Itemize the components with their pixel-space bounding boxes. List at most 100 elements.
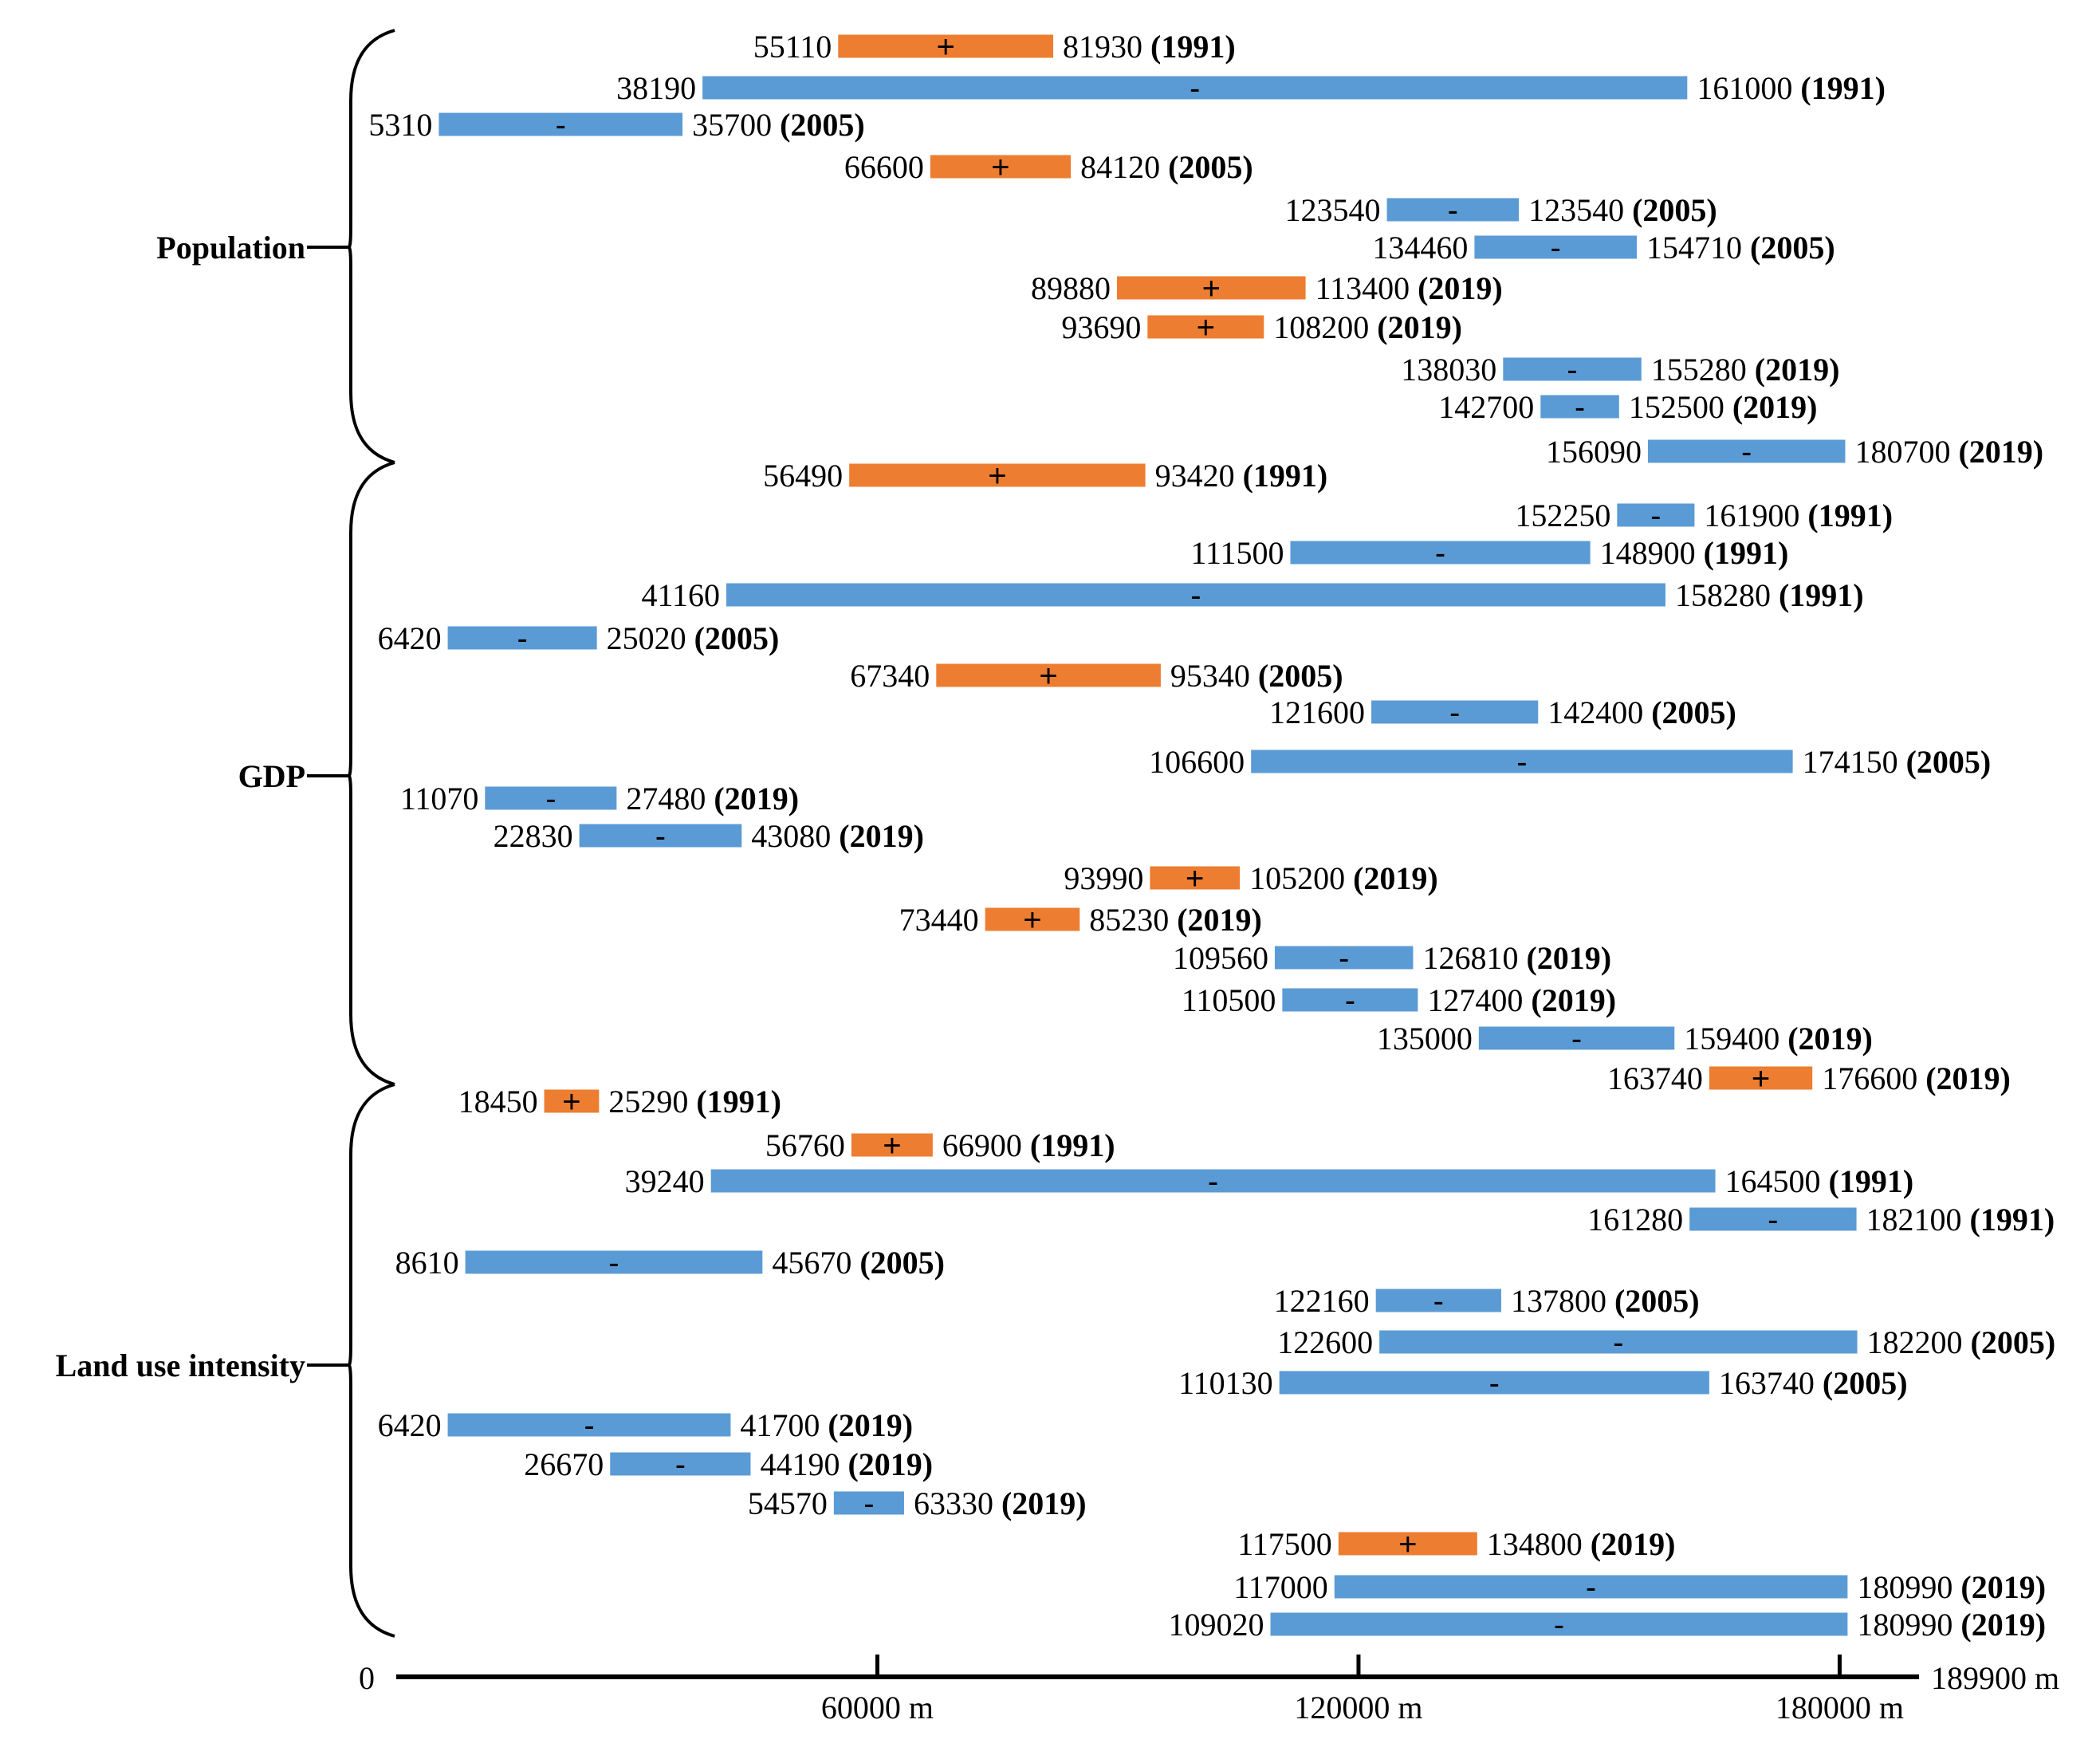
interval-2-8-year: (2019) xyxy=(828,1407,913,1443)
interval-0-7-start-label: 93690 xyxy=(1061,309,1141,345)
interval-0-3-year: (2005) xyxy=(1168,149,1253,185)
interval-0-0-start-label: 55110 xyxy=(753,29,832,65)
interval-0-2-start-label: 5310 xyxy=(368,107,432,143)
interval-2-7-year: (2005) xyxy=(1823,1365,1908,1401)
interval-1-5-sign: + xyxy=(1039,659,1057,694)
interval-2-3-bar xyxy=(1689,1207,1857,1231)
interval-2-9-bar xyxy=(610,1452,751,1476)
interval-1-3-sign: - xyxy=(1190,578,1201,613)
interval-0-8-end-label: 155280 (2019) xyxy=(1651,352,1840,388)
interval-0-1-end-label: 161000 (1991) xyxy=(1697,70,1886,106)
interval-1-10-end-label: 105200 (2019) xyxy=(1249,860,1438,896)
interval-0-10-sign: - xyxy=(1741,435,1752,470)
interval-1-7-bar xyxy=(1251,750,1793,773)
interval-0-6-bar xyxy=(1117,276,1306,300)
x-axis: 0 189900 m 60000 m 120000 m 180000 m xyxy=(359,1655,2059,1725)
interval-1-4-sign: - xyxy=(517,621,527,656)
interval-2-1-year: (1991) xyxy=(1030,1127,1115,1163)
interval-1-6-end-label: 142400 (2005) xyxy=(1547,694,1736,730)
interval-1-3-bar xyxy=(726,583,1665,607)
interval-1-8-bar xyxy=(485,786,617,810)
interval-2-2-end-label: 164500 (1991) xyxy=(1725,1163,1914,1199)
interval-0-2-year: (2005) xyxy=(780,107,865,143)
interval-1-0-start-label: 56490 xyxy=(763,458,843,494)
interval-2-12-end-label: 180990 (2019) xyxy=(1857,1569,2046,1605)
interval-0-0-year: (1991) xyxy=(1150,29,1236,65)
interval-2-2-sign: - xyxy=(1208,1164,1218,1199)
interval-2-0-bar xyxy=(544,1089,600,1113)
interval-2-6-start-label: 122600 xyxy=(1277,1324,1373,1360)
interval-1-7-start-label: 106600 xyxy=(1149,744,1245,780)
interval-1-5-start-label: 67340 xyxy=(850,658,930,694)
interval-0-4-bar xyxy=(1386,198,1520,222)
interval-2-9-sign: - xyxy=(675,1447,686,1482)
interval-1-14-sign: - xyxy=(1571,1021,1582,1057)
interval-2-1-sign: + xyxy=(883,1128,901,1163)
interval-2-5-year: (2005) xyxy=(1614,1283,1700,1319)
interval-2-13-bar xyxy=(1270,1612,1848,1636)
interval-1-12-bar xyxy=(1274,946,1414,970)
interval-1-13-end-label: 127400 (2019) xyxy=(1427,982,1616,1018)
interval-0-9-bar xyxy=(1540,395,1619,419)
interval-0-9-sign: - xyxy=(1575,390,1585,425)
interval-0-1-start-label: 38190 xyxy=(616,70,696,106)
interval-0-2-bar xyxy=(438,112,683,136)
interval-0-4-year: (2005) xyxy=(1632,192,1717,228)
interval-0-6-sign: + xyxy=(1202,271,1221,306)
interval-1-11-sign: + xyxy=(1023,903,1041,938)
interval-2-11-end-label: 134800 (2019) xyxy=(1487,1526,1676,1562)
interval-2-7-sign: - xyxy=(1489,1366,1500,1401)
group-brace-0 xyxy=(347,29,395,464)
interval-1-1-sign: - xyxy=(1650,498,1661,533)
interval-1-3-start-label: 41160 xyxy=(641,577,720,613)
interval-0-5-start-label: 134460 xyxy=(1372,230,1468,266)
interval-1-12-end-label: 126810 (2019) xyxy=(1422,940,1611,976)
x-tick-label-2: 180000 m xyxy=(1776,1690,1904,1725)
interval-0-1-year: (1991) xyxy=(1800,70,1886,106)
interval-0-5-bar xyxy=(1474,235,1638,259)
interval-0-2-sign: - xyxy=(556,108,566,143)
interval-1-14-bar xyxy=(1478,1026,1675,1050)
interval-2-4-start-label: 8610 xyxy=(395,1245,459,1281)
interval-1-15-bar xyxy=(1709,1066,1813,1090)
interval-2-3-year: (1991) xyxy=(1970,1202,2055,1238)
interval-1-12-year: (2019) xyxy=(1526,940,1611,976)
interval-1-0-year: (1991) xyxy=(1243,458,1328,494)
interval-1-2-sign: - xyxy=(1435,536,1445,571)
interval-0-9-year: (2019) xyxy=(1732,389,1818,425)
interval-0-5-sign: - xyxy=(1551,230,1561,266)
interval-1-15-end-label: 176600 (2019) xyxy=(1822,1060,2011,1096)
interval-1-11-year: (2019) xyxy=(1177,902,1262,938)
interval-1-8-end-label: 27480 (2019) xyxy=(626,781,799,816)
interval-0-0-bar xyxy=(838,34,1054,58)
interval-2-3-sign: - xyxy=(1768,1202,1778,1238)
interval-0-0-end-label: 81930 (1991) xyxy=(1063,29,1236,65)
interval-2-11-year: (2019) xyxy=(1591,1526,1676,1562)
interval-0-1-sign: - xyxy=(1190,71,1200,106)
interval-1-2-bar xyxy=(1290,541,1591,565)
interval-2-6-sign: - xyxy=(1613,1325,1623,1360)
interval-1-8-year: (2019) xyxy=(714,781,799,816)
interval-1-4-bar xyxy=(447,626,597,650)
interval-2-4-bar xyxy=(465,1250,763,1274)
interval-2-4-year: (2005) xyxy=(859,1245,945,1281)
interval-0-7-sign: + xyxy=(1197,310,1215,345)
interval-2-9-year: (2019) xyxy=(847,1446,933,1482)
group-braces xyxy=(347,29,395,1638)
interval-0-3-end-label: 84120 (2005) xyxy=(1080,149,1253,185)
interval-1-7-end-label: 174150 (2005) xyxy=(1803,744,1992,780)
group-label-1: GDP xyxy=(238,758,305,794)
interval-0-3-bar xyxy=(930,155,1072,179)
interval-2-8-bar xyxy=(447,1413,731,1437)
interval-0-0-sign: + xyxy=(936,30,954,65)
interval-0-6-start-label: 89880 xyxy=(1031,270,1111,306)
interval-2-10-bar xyxy=(833,1491,904,1515)
interval-1-10-start-label: 93990 xyxy=(1064,860,1143,896)
interval-1-5-bar xyxy=(936,663,1161,687)
interval-1-12-sign: - xyxy=(1339,941,1349,976)
interval-1-0-end-label: 93420 (1991) xyxy=(1155,458,1328,494)
interval-2-8-end-label: 41700 (2019) xyxy=(740,1407,913,1443)
interval-2-13-end-label: 180990 (2019) xyxy=(1857,1607,2046,1643)
interval-0-6-end-label: 113400 (2019) xyxy=(1315,270,1503,306)
